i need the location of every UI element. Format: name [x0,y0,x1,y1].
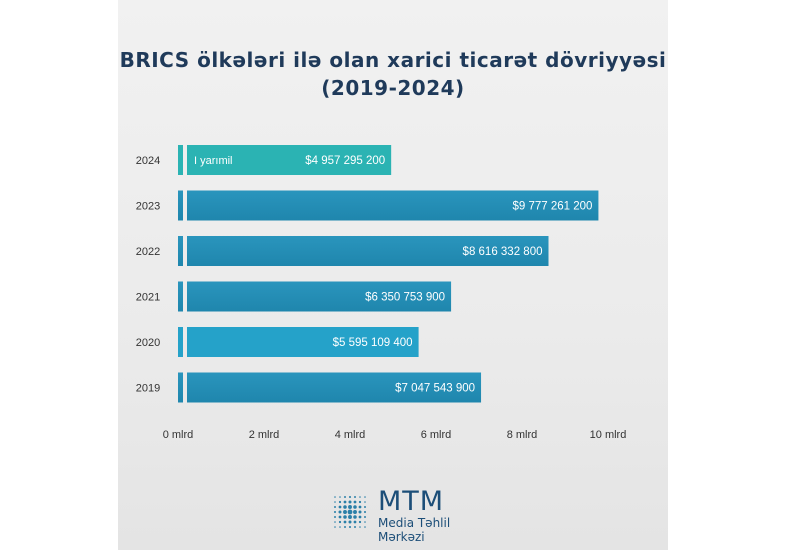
bar-stub [178,236,183,266]
chart-subtitle: (2019-2024) [321,76,465,100]
mtm-logo: MTM Media Təhlil Mərkəzi [330,486,480,544]
bar-2021 [187,281,452,312]
x-tick-label: 2 mlrd [249,429,280,441]
x-tick-label: 10 mlrd [590,429,627,441]
logo-name: MTM [378,486,445,517]
value-label: $5 595 109 400 [333,337,413,349]
bar-stub [178,372,183,403]
year-label: 2023 [136,201,160,213]
bar-2024 [187,145,392,175]
bar-2023 [187,190,599,221]
bar-stub [178,190,183,221]
value-label: $8 616 332 800 [463,246,543,258]
x-tick-label: 8 mlrd [507,429,538,441]
bar-annotation: I yarımil [194,155,233,167]
bar-2019 [187,372,482,403]
year-label: 2020 [136,337,160,349]
value-label: $7 047 543 900 [395,383,475,395]
year-label: 2021 [136,292,160,304]
mtm-logo-icon [333,495,367,529]
value-label: $4 957 295 200 [305,155,385,167]
year-label: 2019 [136,383,160,395]
infographic-card: BRICS ölkələri ilə olan xarici ticarət d… [118,0,668,550]
x-tick-label: 0 mlrd [163,429,194,441]
chart-title: BRICS ölkələri ilə olan xarici ticarət d… [119,48,667,72]
year-label: 2024 [136,155,160,167]
year-label: 2022 [136,246,160,258]
logo-line1: Media Təhlil [378,516,451,530]
logo-line2: Mərkəzi [378,530,425,544]
bar-chart: 2024 $4 957 295 200 2023 $9 777 261 200 2022… [136,145,627,441]
bar-stub [178,327,183,357]
x-tick-label: 6 mlrd [421,429,452,441]
bar-2022 [187,236,549,266]
value-label: $6 350 753 900 [365,292,445,304]
x-tick-label: 4 mlrd [335,429,366,441]
bar-2020 [187,327,419,357]
bar-stub [178,281,183,312]
value-label: $9 777 261 200 [512,201,592,213]
bar-stub [178,145,183,175]
